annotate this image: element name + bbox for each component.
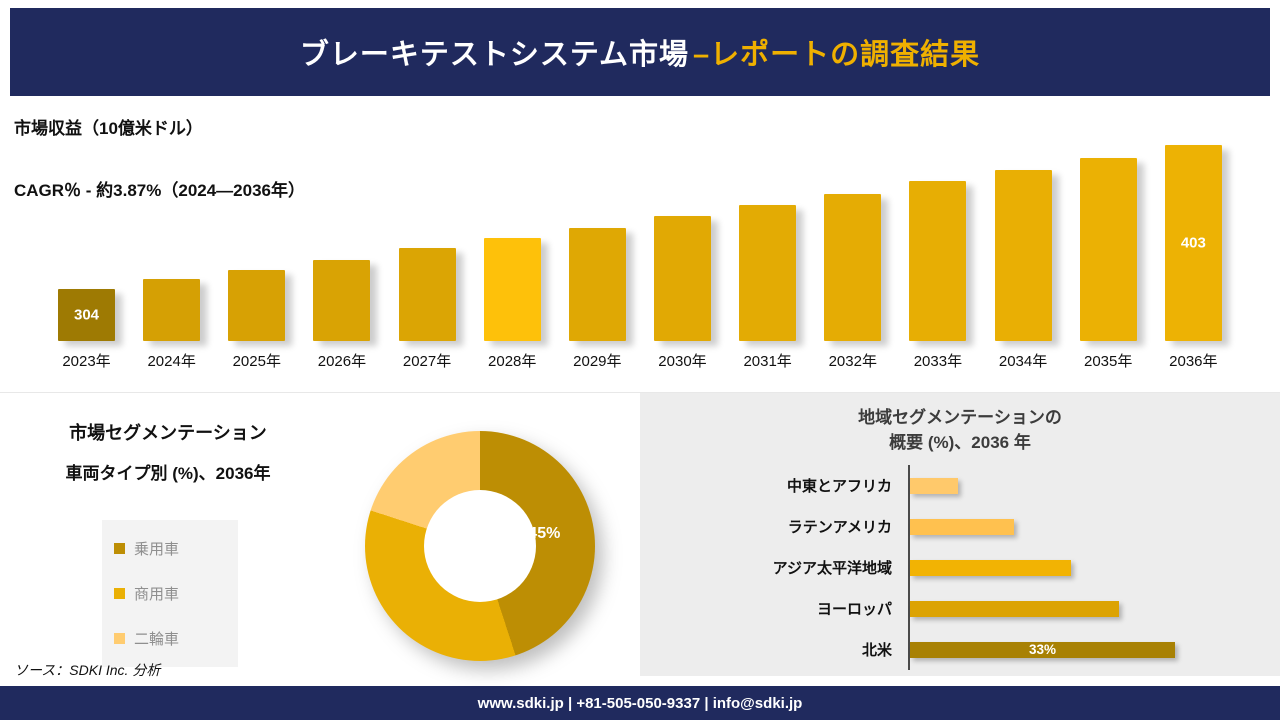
revenue-bar xyxy=(483,238,541,341)
region-label: ヨーロッパ xyxy=(816,601,892,618)
revenue-bar xyxy=(143,279,201,341)
bottom-section: 市場セグメンテーション 車両タイプ別 (%)、2036年 乗用車 商用車 二輪車 xyxy=(0,392,1280,686)
region-label: アジア太平洋地域 xyxy=(772,560,892,577)
region-row: 中東とアフリカ xyxy=(640,465,1280,506)
legend-swatch-passenger xyxy=(114,543,125,554)
revenue-bar-column: 2033年 xyxy=(909,181,967,376)
region-rows: 中東とアフリカ ラテンアメリカアジア太平洋地域ヨーロッパ北米 33% xyxy=(640,465,1280,670)
segmentation-subtitle: 車両タイプ別 (%)、2036年 xyxy=(65,464,271,483)
revenue-bar xyxy=(739,205,797,341)
region-bar-value-label: 33% xyxy=(1028,642,1057,657)
x-axis-label: 2026年 xyxy=(317,353,367,370)
legend-swatch-two-wheeler xyxy=(114,633,125,644)
donut-chart-area: 45% xyxy=(320,413,640,686)
revenue-bar-column: 2030年 xyxy=(653,216,711,376)
page-title-accent: –レポートの調査結果 xyxy=(693,39,981,71)
legend-item-passenger: 乗用車 xyxy=(114,538,226,559)
region-bar xyxy=(910,477,958,494)
region-row: ヨーロッパ xyxy=(640,588,1280,629)
revenue-bar xyxy=(653,216,711,341)
revenue-chart-title: 市場収益（10億米ドル） xyxy=(14,119,203,138)
legend-item-commercial: 商用車 xyxy=(114,583,226,604)
revenue-chart-section: 市場収益（10億米ドル） CAGR％ - 約3.87%（2024―2036年） … xyxy=(0,96,1280,392)
vehicle-segmentation-text: 市場セグメンテーション 車両タイプ別 (%)、2036年 乗用車 商用車 二輪車 xyxy=(0,413,320,686)
bar-value-label: 304 xyxy=(73,306,100,324)
revenue-chart-cagr: CAGR％ - 約3.87%（2024―2036年） xyxy=(14,181,306,200)
region-row: アジア太平洋地域 xyxy=(640,547,1280,588)
x-axis-label: 2035年 xyxy=(1084,353,1133,370)
region-bar xyxy=(910,518,1014,535)
region-title: 地域セグメンテーションの 概要 (%)、2036 年 xyxy=(640,405,1280,455)
legend-label-two-wheeler: 二輪車 xyxy=(134,631,180,648)
header-banner: ブレーキテストシステム市場 –レポートの調査結果 xyxy=(10,8,1270,96)
revenue-bar-column: 2028年 xyxy=(483,238,541,376)
revenue-bar-column: 2025年 xyxy=(228,270,286,376)
region-row: ラテンアメリカ xyxy=(640,506,1280,547)
revenue-bar-column: 2031年 xyxy=(739,205,797,376)
x-axis-label: 2025年 xyxy=(232,353,281,370)
x-axis-label: 2033年 xyxy=(913,353,963,370)
region-segmentation-panel: 地域セグメンテーションの 概要 (%)、2036 年 中東とアフリカ ラテンアメリ… xyxy=(640,393,1280,676)
region-bar-area xyxy=(908,547,1280,588)
revenue-bar-column: 2027年 xyxy=(398,248,456,376)
revenue-bar-column: 304 2023年 xyxy=(58,289,115,376)
footer-bar: www.sdki.jp | +81-505-050-9337 | info@sd… xyxy=(0,686,1280,720)
legend-item-two-wheeler: 二輪車 xyxy=(114,628,226,649)
bar-value-label: 403 xyxy=(1180,234,1206,252)
revenue-bar-column: 2026年 xyxy=(313,260,371,376)
x-axis-label: 2036年 xyxy=(1169,353,1218,370)
revenue-bar xyxy=(313,260,371,341)
x-axis-label: 2032年 xyxy=(828,353,877,370)
vehicle-legend: 乗用車 商用車 二輪車 xyxy=(102,520,238,667)
legend-label-passenger: 乗用車 xyxy=(134,541,180,558)
x-axis-label: 2027年 xyxy=(402,353,452,370)
vehicle-donut: 45% xyxy=(365,431,595,661)
revenue-bar-column: 2032年 xyxy=(824,194,882,376)
x-axis-label: 2024年 xyxy=(147,353,196,370)
region-bar xyxy=(910,559,1071,576)
page-title: ブレーキテストシステム市場 xyxy=(299,39,689,71)
x-axis-label: 2031年 xyxy=(743,353,792,370)
x-axis-label: 2029年 xyxy=(573,353,622,370)
region-bar-area xyxy=(908,588,1280,629)
revenue-bars: 304 2023年 2024年 2025年 2026年 2027年 2028年 2029年 20… xyxy=(58,96,1222,376)
x-axis-label: 2023年 xyxy=(62,353,111,370)
revenue-bar xyxy=(228,270,286,341)
region-label: ラテンアメリカ xyxy=(787,519,892,536)
region-bar: 33% xyxy=(910,641,1175,658)
region-bar-area: 33% xyxy=(908,629,1280,670)
x-axis-label: 2028年 xyxy=(488,353,537,370)
vehicle-segmentation-panel: 市場セグメンテーション 車両タイプ別 (%)、2036年 乗用車 商用車 二輪車 xyxy=(0,393,640,686)
revenue-bar-column: 2035年 xyxy=(1079,158,1137,376)
revenue-bar xyxy=(994,170,1052,341)
revenue-bar xyxy=(568,228,626,341)
legend-swatch-commercial xyxy=(114,588,125,599)
revenue-bar-column: 2029年 xyxy=(568,228,626,376)
footer-contact-text: www.sdki.jp | +81-505-050-9337 | info@sd… xyxy=(477,694,803,712)
revenue-bar: 403 xyxy=(1164,145,1222,341)
revenue-bar-column: 2024年 xyxy=(143,279,201,376)
region-title-line1: 地域セグメンテーションの xyxy=(858,408,1062,427)
x-axis-label: 2034年 xyxy=(998,353,1048,370)
legend-label-commercial: 商用車 xyxy=(134,586,180,603)
revenue-bar: 304 xyxy=(58,289,115,341)
source-note: ソース：SDKI Inc. 分析 xyxy=(14,662,161,678)
revenue-bar xyxy=(909,181,967,341)
region-row: 北米 33% xyxy=(640,629,1280,670)
revenue-bar xyxy=(824,194,882,341)
region-bar xyxy=(910,600,1119,617)
region-bar-area xyxy=(908,465,1280,506)
revenue-bar xyxy=(398,248,456,341)
segmentation-title: 市場セグメンテーション xyxy=(69,423,267,443)
revenue-bar xyxy=(1079,158,1137,341)
region-label: 北米 xyxy=(861,642,892,659)
x-axis-label: 2030年 xyxy=(658,353,707,370)
revenue-bar-column: 2034年 xyxy=(994,170,1052,376)
region-title-line2: 概要 (%)、2036 年 xyxy=(889,433,1031,452)
revenue-bar-column: 403 2036年 xyxy=(1164,145,1222,376)
donut-value-label: 45% xyxy=(528,525,561,543)
region-bar-area xyxy=(908,506,1280,547)
region-label: 中東とアフリカ xyxy=(786,478,892,495)
